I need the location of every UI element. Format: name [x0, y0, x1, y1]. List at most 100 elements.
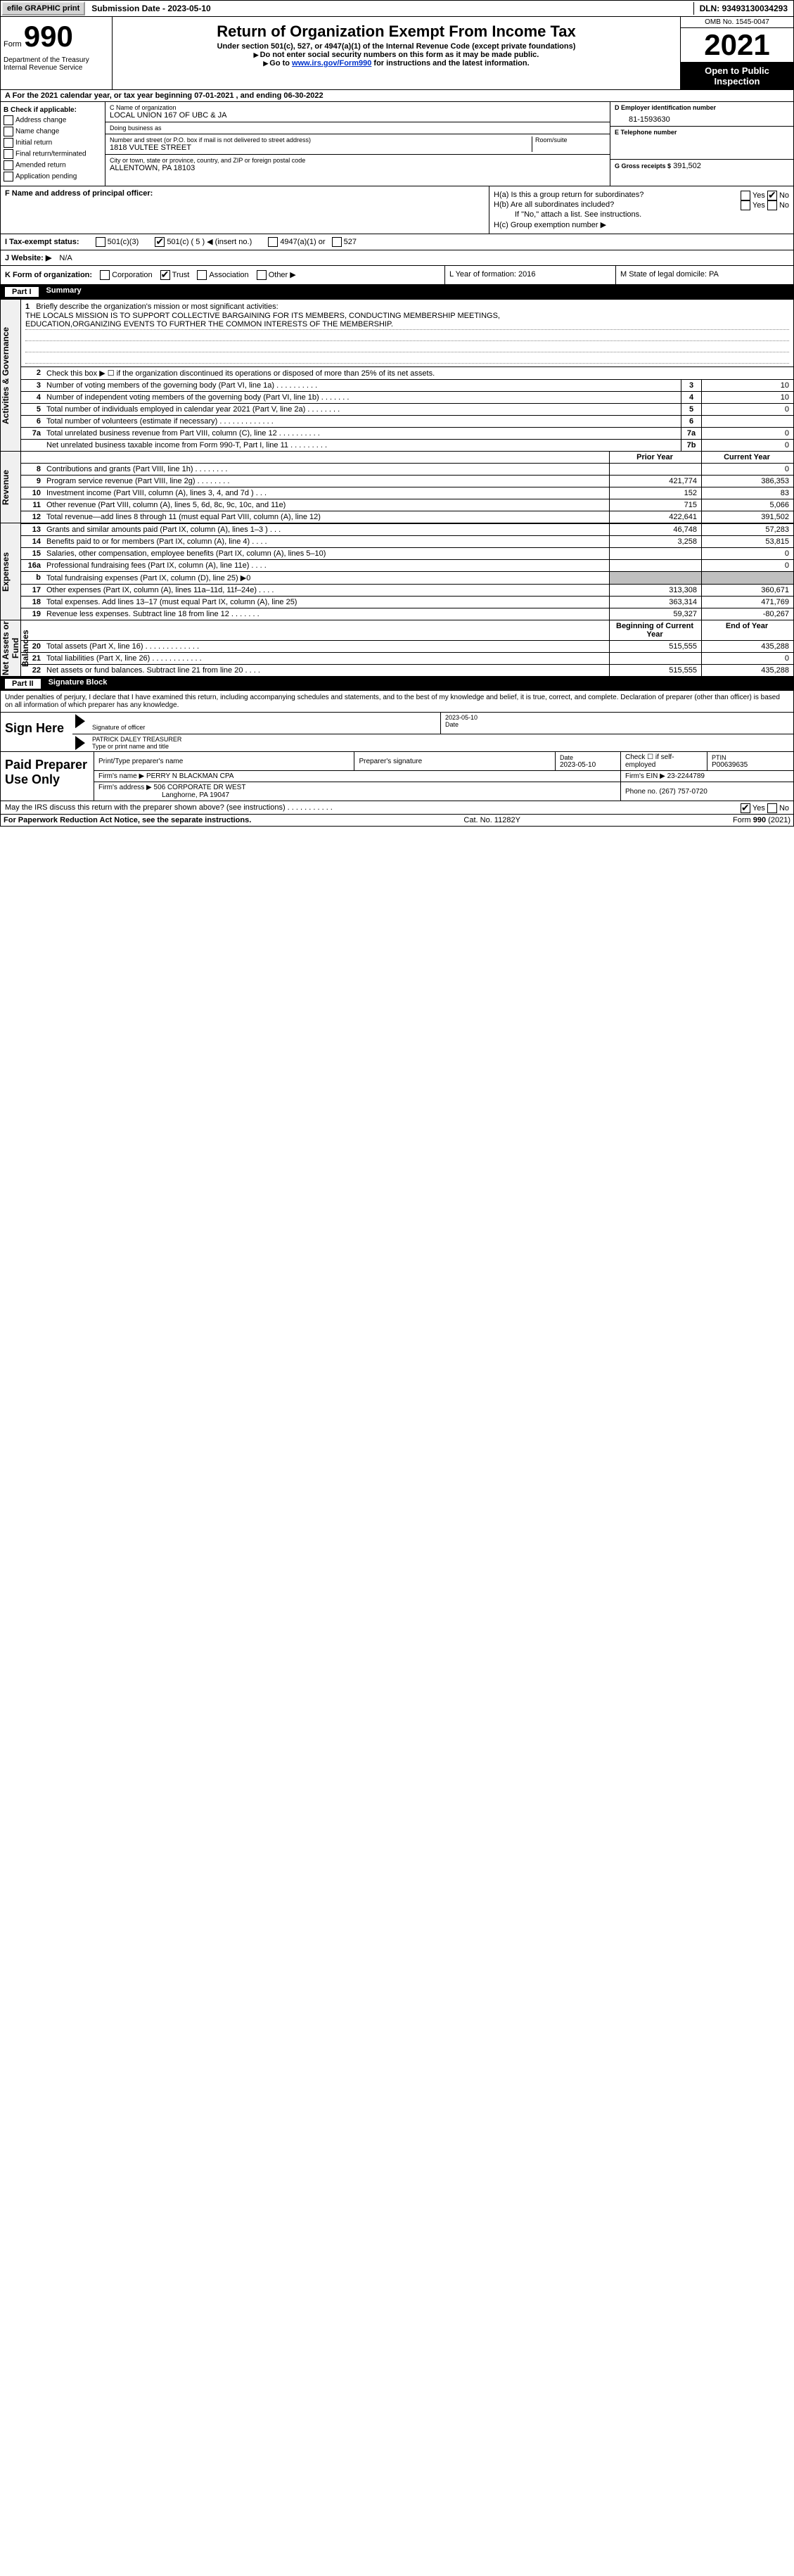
- instr-link[interactable]: www.irs.gov/Form990: [292, 59, 371, 68]
- lbl-no: No: [779, 191, 789, 200]
- officer-name: PATRICK DALEY TREASURER: [92, 736, 789, 743]
- firm-name: Firm's name ▶ PERRY N BLACKMAN CPA: [94, 771, 621, 782]
- cb-501c3[interactable]: [96, 237, 105, 247]
- gross-lbl: G Gross receipts $: [615, 162, 671, 170]
- hb-lbl: H(b) Are all subordinates included?: [494, 200, 614, 209]
- form-number: 990: [24, 20, 73, 53]
- dba-lbl: Doing business as: [110, 125, 606, 132]
- cb-corp[interactable]: [100, 270, 110, 280]
- hdr-curr: Current Year: [702, 452, 794, 464]
- sig-date-lbl: Date: [445, 721, 459, 728]
- cb-trust[interactable]: [160, 270, 170, 280]
- cb-final-return[interactable]: [4, 149, 13, 159]
- form-subtitle: Under section 501(c), 527, or 4947(a)(1)…: [117, 42, 676, 51]
- cb-amended[interactable]: [4, 160, 13, 170]
- firm-addr2: Langhorne, PA 19047: [98, 791, 616, 799]
- tax-lbl: I Tax-exempt status:: [5, 238, 79, 246]
- cb-501c[interactable]: [155, 237, 165, 247]
- opt-corp: Corporation: [112, 271, 152, 279]
- website-value: N/A: [59, 254, 72, 262]
- sec-b-hdr: B Check if applicable:: [4, 106, 102, 114]
- submission-date: Submission Date - 2023-05-10: [86, 2, 216, 15]
- q2-text: Check this box ▶ ☐ if the organization d…: [44, 367, 793, 380]
- year-formation: L Year of formation: 2016: [444, 266, 615, 284]
- j-lbl: J Website: ▶: [5, 254, 51, 262]
- org-name: LOCAL UNION 167 OF UBC & JA: [110, 111, 606, 120]
- addr-value: 1818 VULTEE STREET: [110, 144, 532, 152]
- firm-phone: Phone no. (267) 757-0720: [621, 782, 794, 801]
- opt-trust: Trust: [172, 271, 190, 279]
- prep-date-lbl: Date: [560, 754, 616, 761]
- opt-other: Other ▶: [269, 271, 296, 279]
- part-2-header: Part II Signature Block: [0, 677, 794, 691]
- instr-2-post: for instructions and the latest informat…: [371, 59, 529, 68]
- cb-other[interactable]: [257, 270, 267, 280]
- form-ref: Form 990 (2021): [733, 816, 790, 824]
- form-label: Form: [4, 40, 22, 49]
- col-b-checkboxes: B Check if applicable: Address change Na…: [1, 102, 105, 186]
- lbl-amended: Amended return: [15, 162, 66, 170]
- row-a-taxyear: A For the 2021 calendar year, or tax yea…: [0, 90, 794, 102]
- lbl-initial-return: Initial return: [15, 139, 52, 147]
- efile-button[interactable]: efile GRAPHIC print: [1, 1, 85, 15]
- firm-ein: Firm's EIN ▶ 23-2244789: [621, 771, 794, 782]
- part-1-num: Part I: [4, 286, 39, 298]
- tax-year: 2021: [681, 28, 793, 63]
- lbl-yes: Yes: [753, 191, 765, 200]
- open-inspection: Open to Public Inspection: [681, 63, 793, 89]
- ha-lbl: H(a) Is this a group return for subordin…: [494, 191, 643, 199]
- cb-discuss-no[interactable]: [767, 803, 777, 813]
- prep-date: 2023-05-10: [560, 761, 616, 769]
- cb-ha-no[interactable]: [767, 191, 777, 200]
- city-lbl: City or town, state or province, country…: [110, 157, 606, 164]
- tel-lbl: E Telephone number: [615, 129, 789, 136]
- cb-hb-yes[interactable]: [741, 200, 750, 210]
- top-toolbar: efile GRAPHIC print Submission Date - 20…: [0, 0, 794, 17]
- lbl-address-change: Address change: [15, 117, 66, 125]
- mission-text: THE LOCALS MISSION IS TO SUPPORT COLLECT…: [25, 311, 789, 330]
- cb-hb-no[interactable]: [767, 200, 777, 210]
- signature-declaration: Under penalties of perjury, I declare th…: [0, 691, 794, 713]
- cb-527[interactable]: [332, 237, 342, 247]
- opt-assoc: Association: [209, 271, 248, 279]
- firm-addr: Firm's address ▶ 506 CORPORATE DR WEST: [98, 784, 616, 791]
- department-label: Department of the Treasury Internal Reve…: [4, 56, 109, 72]
- prep-sig-lbl: Preparer's signature: [354, 752, 556, 771]
- hdr-end: End of Year: [702, 620, 794, 641]
- part-2-num: Part II: [4, 678, 41, 689]
- hdr-beg: Beginning of Current Year: [610, 620, 702, 641]
- part-1-header: Part I Summary: [0, 285, 794, 299]
- lbl-pending: Application pending: [15, 173, 77, 181]
- discuss-text: May the IRS discuss this return with the…: [5, 803, 333, 812]
- addr-lbl: Number and street (or P.O. box if mail i…: [110, 136, 532, 144]
- k-lbl: K Form of organization:: [5, 271, 92, 279]
- officer-name-lbl: Type or print name and title: [92, 743, 169, 750]
- instr-1: Do not enter social security numbers on …: [260, 51, 539, 59]
- cb-ha-yes[interactable]: [741, 191, 750, 200]
- arrow-icon-2: [75, 736, 85, 750]
- ptin-value: P00639635: [712, 761, 789, 769]
- cb-initial-return[interactable]: [4, 138, 13, 148]
- cb-address-change[interactable]: [4, 115, 13, 125]
- lbl-name-change: Name change: [15, 128, 59, 136]
- sec-f-lbl: F Name and address of principal officer:: [5, 189, 153, 198]
- gross-value: 391,502: [673, 162, 701, 170]
- side-revenue: Revenue: [1, 452, 11, 523]
- side-expenses: Expenses: [1, 523, 11, 620]
- state-domicile: M State of legal domicile: PA: [615, 266, 793, 284]
- side-activities: Activities & Governance: [1, 300, 11, 451]
- lbl-yes-2: Yes: [753, 201, 765, 210]
- city-value: ALLENTOWN, PA 18103: [110, 164, 606, 172]
- prep-name-lbl: Print/Type preparer's name: [94, 752, 354, 771]
- omb-number: OMB No. 1545-0047: [681, 17, 793, 28]
- cb-name-change[interactable]: [4, 127, 13, 136]
- cat-no: Cat. No. 11282Y: [463, 816, 520, 824]
- room-lbl: Room/suite: [535, 136, 606, 144]
- form-header: Form 990 Department of the Treasury Inte…: [0, 17, 794, 90]
- cb-pending[interactable]: [4, 172, 13, 181]
- cb-discuss-yes[interactable]: [741, 803, 750, 813]
- lbl-final-return: Final return/terminated: [15, 151, 87, 158]
- opt-527: 527: [344, 238, 357, 246]
- cb-assoc[interactable]: [197, 270, 207, 280]
- cb-4947[interactable]: [268, 237, 278, 247]
